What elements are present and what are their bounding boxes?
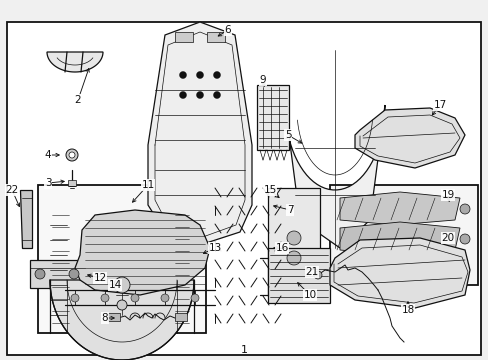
Circle shape xyxy=(191,294,199,302)
Text: 5: 5 xyxy=(284,130,291,140)
Circle shape xyxy=(114,277,130,293)
Circle shape xyxy=(71,294,79,302)
Bar xyxy=(175,32,193,42)
Polygon shape xyxy=(148,22,251,245)
Text: 17: 17 xyxy=(432,100,446,110)
Bar xyxy=(267,248,329,303)
Circle shape xyxy=(69,152,75,158)
Bar xyxy=(68,180,76,186)
Circle shape xyxy=(213,72,220,78)
Circle shape xyxy=(131,294,139,302)
Circle shape xyxy=(117,300,127,310)
Polygon shape xyxy=(329,238,469,308)
Circle shape xyxy=(101,294,109,302)
Circle shape xyxy=(213,91,220,99)
Circle shape xyxy=(179,72,186,78)
Text: 19: 19 xyxy=(441,190,454,200)
Text: 4: 4 xyxy=(44,150,51,160)
Bar xyxy=(267,188,319,296)
Bar xyxy=(38,185,205,333)
Text: 8: 8 xyxy=(102,313,108,323)
Circle shape xyxy=(286,251,301,265)
Circle shape xyxy=(459,234,469,244)
Text: 12: 12 xyxy=(93,273,106,283)
Bar xyxy=(175,313,186,321)
Bar xyxy=(257,85,288,150)
Polygon shape xyxy=(75,210,209,295)
Polygon shape xyxy=(339,192,459,225)
Text: 20: 20 xyxy=(441,233,454,243)
Text: 6: 6 xyxy=(224,25,231,35)
Polygon shape xyxy=(285,105,384,248)
Circle shape xyxy=(69,269,79,279)
Text: 11: 11 xyxy=(141,180,154,190)
Polygon shape xyxy=(47,52,103,72)
Text: 18: 18 xyxy=(401,305,414,315)
Text: 10: 10 xyxy=(303,290,316,300)
Text: 21: 21 xyxy=(305,267,318,277)
Circle shape xyxy=(161,294,169,302)
Circle shape xyxy=(179,91,186,99)
Bar xyxy=(108,313,120,321)
Text: 3: 3 xyxy=(44,178,51,188)
Text: 13: 13 xyxy=(208,243,221,253)
Circle shape xyxy=(313,271,321,279)
Circle shape xyxy=(66,149,78,161)
Text: 14: 14 xyxy=(108,280,122,290)
Text: 15: 15 xyxy=(263,185,276,195)
Polygon shape xyxy=(354,108,464,168)
Text: 2: 2 xyxy=(75,95,81,105)
Circle shape xyxy=(196,72,203,78)
Circle shape xyxy=(286,231,301,245)
Circle shape xyxy=(35,269,45,279)
Polygon shape xyxy=(20,190,32,248)
Polygon shape xyxy=(339,222,459,255)
Text: 22: 22 xyxy=(5,185,19,195)
Bar xyxy=(329,185,477,285)
Circle shape xyxy=(196,91,203,99)
Text: 7: 7 xyxy=(286,205,293,215)
Bar xyxy=(30,260,85,288)
Circle shape xyxy=(459,204,469,214)
Polygon shape xyxy=(50,280,194,360)
Text: 9: 9 xyxy=(259,75,266,85)
Text: 16: 16 xyxy=(275,243,288,253)
Text: 1: 1 xyxy=(240,345,247,355)
Bar xyxy=(206,32,224,42)
